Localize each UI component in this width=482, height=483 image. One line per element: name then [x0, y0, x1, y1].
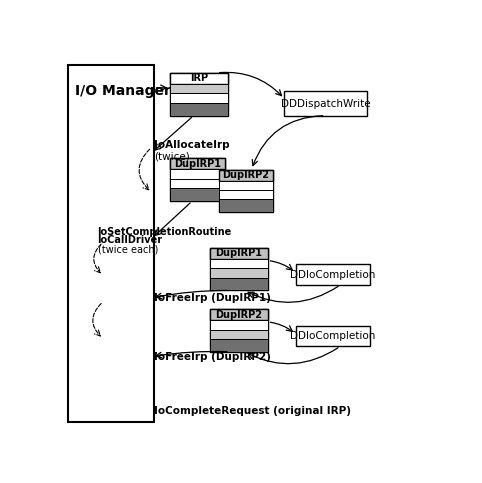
Bar [295, 326, 370, 346]
Bar [210, 329, 268, 339]
Bar [171, 93, 228, 103]
Bar [171, 84, 228, 93]
Bar [171, 179, 225, 188]
Bar [219, 170, 273, 213]
Bar [210, 278, 268, 290]
Bar [67, 65, 154, 423]
Bar [171, 103, 228, 115]
Bar [171, 170, 225, 179]
Text: IoSetCompletionRoutine: IoSetCompletionRoutine [97, 227, 232, 237]
Text: DupIRP2: DupIRP2 [223, 170, 269, 180]
Bar [219, 181, 273, 190]
Text: (twice): (twice) [154, 152, 189, 161]
Bar [210, 259, 268, 268]
Text: DDDispatchWrite: DDDispatchWrite [281, 99, 370, 109]
Bar [210, 248, 268, 259]
Bar [171, 158, 225, 170]
Bar [210, 320, 268, 329]
Text: IRP: IRP [190, 73, 208, 84]
Bar [171, 73, 228, 115]
Bar [210, 309, 268, 352]
Text: DDIoCompletion: DDIoCompletion [290, 331, 375, 341]
Bar [219, 199, 273, 213]
Text: DupIRP1: DupIRP1 [174, 159, 221, 169]
Bar [210, 268, 268, 278]
Text: DupIRP1: DupIRP1 [215, 248, 262, 258]
Bar [219, 170, 273, 181]
Bar [284, 91, 366, 115]
Bar [219, 190, 273, 199]
Text: IoCompleteRequest (original IRP): IoCompleteRequest (original IRP) [154, 406, 350, 416]
Text: IoCallDriver: IoCallDriver [97, 235, 163, 245]
Text: DupIRP2: DupIRP2 [215, 310, 262, 320]
Text: I/O Manager: I/O Manager [75, 84, 171, 98]
Text: (twice each): (twice each) [97, 244, 158, 255]
Bar [295, 264, 370, 285]
Text: IoFreeIrp (DupIRP2): IoFreeIrp (DupIRP2) [154, 352, 270, 362]
Bar [171, 73, 228, 84]
Bar [210, 309, 268, 320]
Text: DDIoCompletion: DDIoCompletion [290, 270, 375, 280]
Bar [210, 339, 268, 352]
Text: IoAllocateIrp: IoAllocateIrp [154, 141, 229, 150]
Text: IoFreeIrp (DupIRP1): IoFreeIrp (DupIRP1) [154, 293, 270, 303]
Bar [171, 158, 225, 201]
Bar [210, 248, 268, 290]
Bar [171, 188, 225, 201]
